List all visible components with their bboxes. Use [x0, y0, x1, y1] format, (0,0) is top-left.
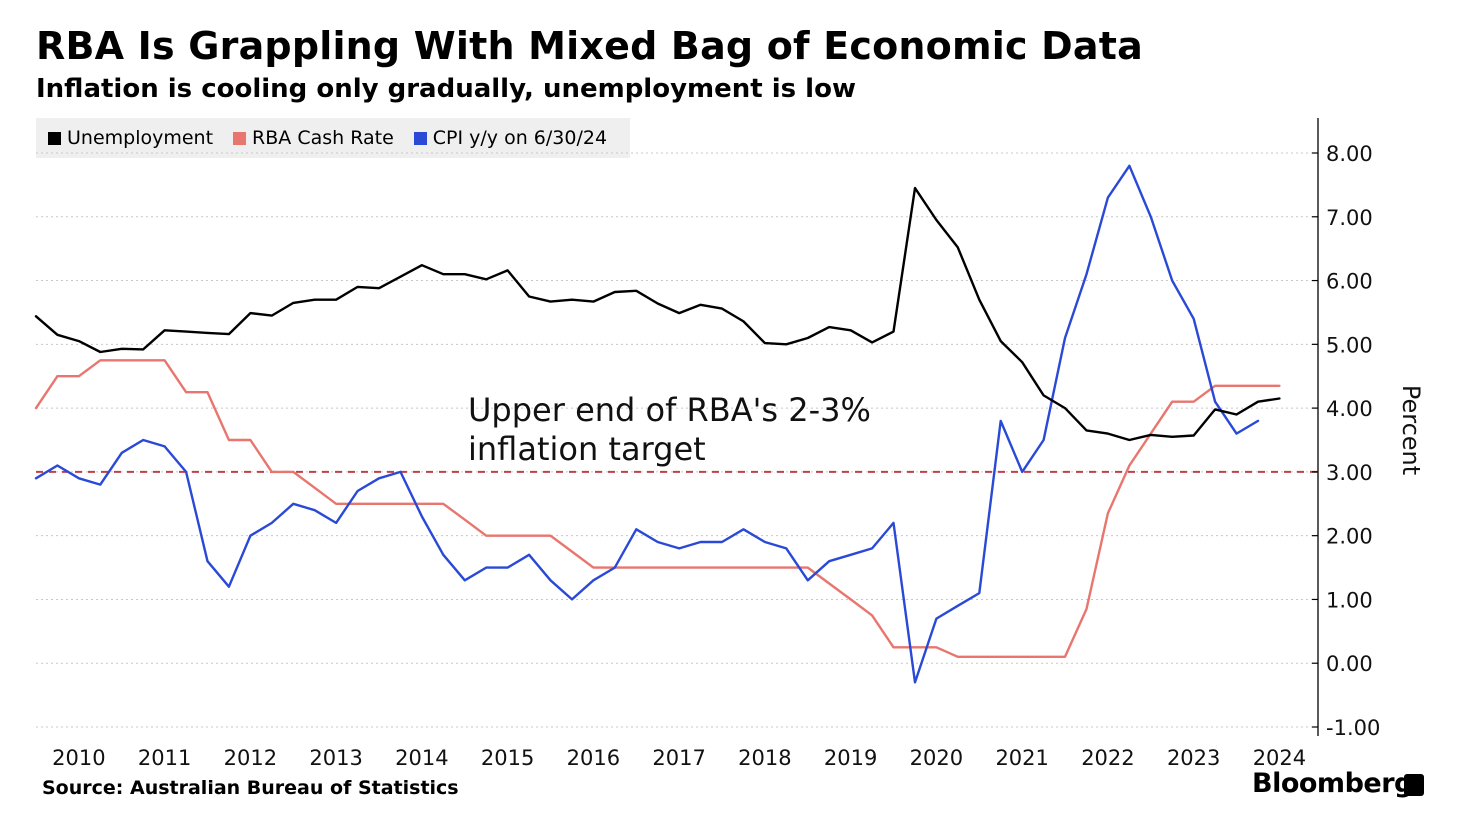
- x-tick-label: 2012: [224, 746, 277, 770]
- legend-swatch-unemployment: [48, 131, 61, 145]
- legend-item-cpi: CPI y/y on 6/30/24: [413, 127, 608, 149]
- x-tick-label: 2016: [567, 746, 620, 770]
- y-tick-label: 4.00: [1326, 397, 1373, 421]
- x-tick-label: 2017: [652, 746, 705, 770]
- legend-swatch-cpi: [413, 131, 427, 145]
- legend-label-cash-rate: RBA Cash Rate: [252, 127, 394, 149]
- y-tick-label: 2.00: [1326, 525, 1373, 549]
- y-tick-label: 8.00: [1326, 142, 1373, 166]
- x-tick-label: 2018: [738, 746, 791, 770]
- legend: Unemployment RBA Cash Rate CPI y/y on 6/…: [36, 118, 630, 158]
- x-tick-label: 2022: [1081, 746, 1134, 770]
- y-tick-label: 7.00: [1326, 206, 1373, 230]
- y-tick-label: -1.00: [1326, 716, 1380, 740]
- y-tick-label: 0.00: [1326, 652, 1373, 676]
- annotation-line-2: inflation target: [468, 430, 706, 468]
- x-tick-label: 2019: [824, 746, 877, 770]
- legend-label-cpi: CPI y/y on 6/30/24: [432, 127, 608, 149]
- annotation-line-1: Upper end of RBA's 2-3%: [468, 391, 871, 429]
- x-tick-label: 2013: [309, 746, 362, 770]
- series-layer: [34, 164, 1281, 684]
- legend-label-unemployment: Unemployment: [67, 127, 214, 149]
- x-tick-label: 2010: [52, 746, 105, 770]
- legend-item-unemployment: Unemployment: [48, 127, 213, 149]
- y-tick-label: 6.00: [1326, 270, 1373, 294]
- x-tick-label: 2021: [995, 746, 1048, 770]
- y-axis-label: Percent: [1397, 385, 1425, 475]
- chart-subtitle: Inflation is cooling only gradually, une…: [36, 74, 856, 104]
- x-tick-label: 2011: [138, 746, 191, 770]
- x-tick-label: 2024: [1253, 746, 1306, 770]
- y-tick-label: 5.00: [1326, 333, 1373, 357]
- chart-title: RBA Is Grappling With Mixed Bag of Econo…: [36, 24, 1143, 68]
- y-tick-label: 1.00: [1326, 588, 1373, 612]
- cash-rate-line: [34, 359, 1281, 658]
- legend-swatch-cash-rate: [233, 131, 247, 145]
- bloomberg-terminal-icon: [1404, 774, 1424, 796]
- x-tick-label: 2015: [481, 746, 534, 770]
- x-tick-label: 2020: [910, 746, 963, 770]
- unemployment-line: [34, 186, 1281, 442]
- source-note: Source: Australian Bureau of Statistics: [42, 777, 459, 799]
- brand-logo: Bloomberg: [1252, 768, 1413, 799]
- axis-layer: -1.00 0.00 1.00 2.00 3.00 4.00 5.00 6.00 7.00 8.0…: [52, 118, 1380, 770]
- x-tick-label: 2023: [1167, 746, 1220, 770]
- cpi-line: [34, 164, 1260, 684]
- y-tick-label: 3.00: [1326, 461, 1373, 485]
- legend-item-cash-rate: RBA Cash Rate: [233, 127, 394, 149]
- x-tick-label: 2014: [395, 746, 448, 770]
